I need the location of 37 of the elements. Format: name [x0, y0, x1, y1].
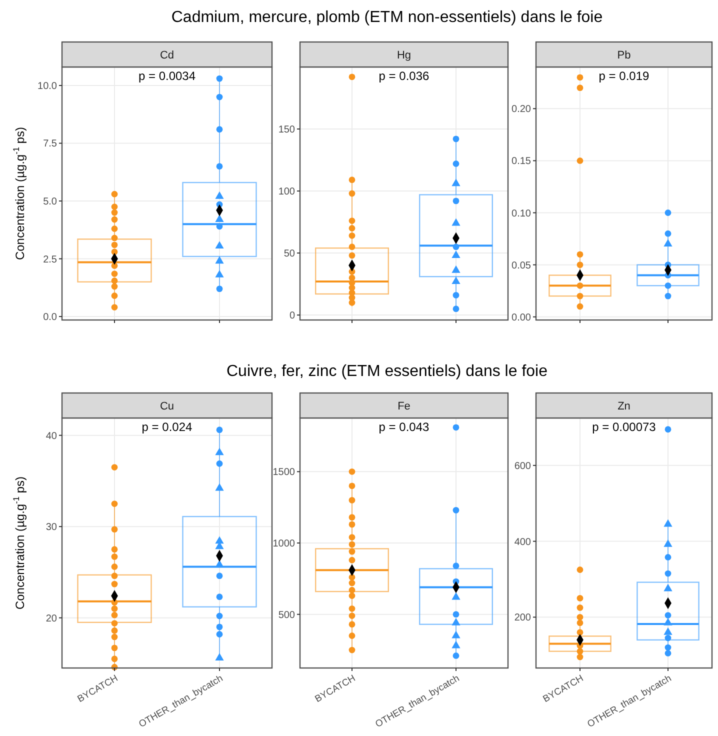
y-tick-label: 400 — [514, 536, 532, 548]
y-tick-label: 0.15 — [512, 156, 532, 168]
y-tick-label: 0.10 — [512, 208, 532, 220]
annotation: p = 0.0034 — [138, 69, 196, 83]
y-tick-label: 0 — [289, 310, 296, 322]
y-tick-label: 40 — [46, 430, 58, 442]
chart-title: Cu — [160, 400, 174, 412]
y-tick-label: 100 — [278, 186, 296, 198]
y-tick-label: 0.20 — [512, 104, 532, 116]
y-tick-label: 30 — [46, 522, 58, 534]
y-tick-label: 20 — [46, 613, 58, 624]
annotation: p = 0.043 — [378, 420, 430, 434]
y-tick-label: 7.5 — [43, 138, 58, 150]
chart-title: Zn — [618, 400, 630, 412]
chart-title: Cd — [160, 50, 174, 62]
y-tick-label: 50 — [284, 248, 296, 260]
y-tick-label: 0.0 — [43, 312, 58, 324]
annotation: p = 0.019 — [598, 69, 650, 83]
y-tick-label: 2.5 — [43, 254, 58, 266]
chart-title: Hg — [396, 50, 412, 62]
y-tick-label: 5.0 — [43, 196, 58, 208]
text: Cuivre, fer, zinc (ETM essentiels) dans le foie — [226, 363, 548, 380]
annotation: p = 0.024 — [142, 420, 193, 434]
y-tick-label: 500 — [278, 610, 296, 621]
chart-title: Fe — [398, 400, 410, 412]
y-tick-label: 1500 — [272, 467, 296, 478]
y-tick-label: 150 — [278, 124, 296, 136]
y-tick-label: 1000 — [272, 538, 296, 550]
annotation: p = 0.036 — [378, 69, 430, 83]
y-tick-label: 10.0 — [38, 80, 58, 92]
y-tick-label: 600 — [514, 460, 532, 472]
annotation: p = 0.00073 — [592, 420, 656, 434]
y-tick-label: 0.05 — [512, 260, 532, 272]
chart-title: Pb — [617, 50, 631, 62]
y-tick-label: 0.00 — [512, 312, 532, 324]
y-tick-label: 200 — [514, 612, 532, 624]
text: Cadmium, mercure, plomb (ETM non-essentiels) dans le foie — [171, 9, 603, 26]
